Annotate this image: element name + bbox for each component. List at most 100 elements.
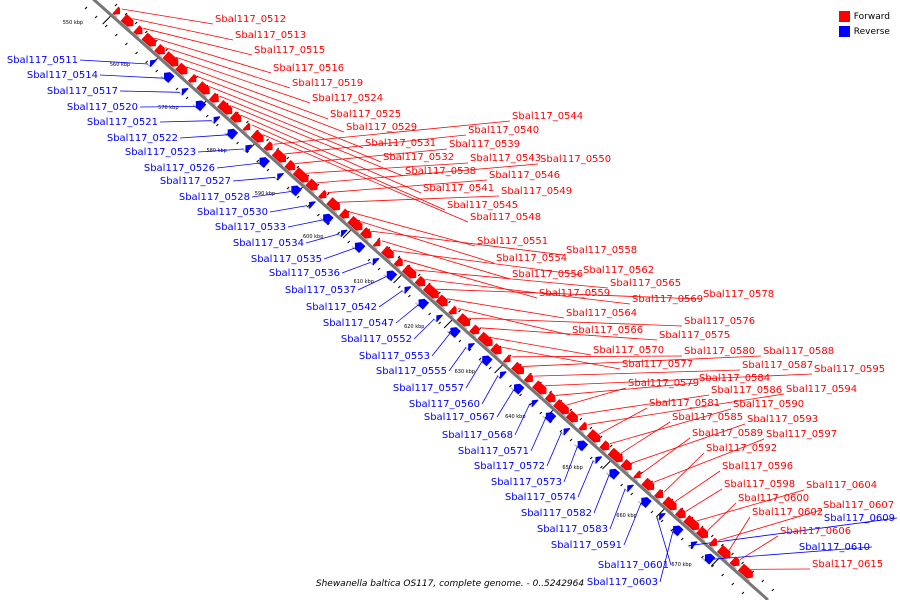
forward-leader — [327, 179, 488, 193]
forward-gene — [578, 421, 587, 434]
scale-tick — [655, 508, 665, 518]
forward-gene-label: Sbal117_0554 — [496, 253, 567, 264]
track-dash — [124, 12, 128, 16]
forward-gene — [468, 324, 480, 338]
forward-gene-label: Sbal117_0615 — [812, 559, 883, 570]
forward-gene — [653, 489, 664, 502]
track-dash — [125, 42, 128, 46]
reverse-gene — [687, 541, 698, 550]
track-dash — [771, 588, 775, 592]
reverse-gene-label: Sbal117_0568 — [442, 430, 513, 441]
forward-leader — [316, 163, 539, 184]
forward-gene — [338, 208, 349, 222]
reverse-gene — [273, 172, 284, 181]
forward-gene-label: Sbal117_0602 — [752, 507, 823, 518]
genome-backbone — [91, 0, 769, 600]
reverse-leader — [378, 290, 403, 308]
forward-leader — [436, 288, 702, 300]
track-dash — [246, 150, 250, 154]
forward-leader — [338, 195, 500, 203]
scale-label: 610 kbp — [354, 279, 374, 285]
forward-gene-label: Sbal117_0564 — [566, 308, 637, 319]
reverse-gene-label: Sbal117_0552 — [341, 334, 412, 345]
forward-leader — [219, 95, 382, 163]
track-dash — [327, 222, 330, 226]
track-dash — [549, 390, 552, 394]
forward-gene-label: Sbal117_0580 — [684, 346, 755, 357]
forward-gene-label: Sbal117_0604 — [806, 480, 877, 491]
forward-gene-label: Sbal117_0589 — [692, 428, 763, 439]
track-dash — [519, 393, 522, 397]
track-dash — [721, 543, 724, 547]
reverse-leader — [79, 59, 148, 65]
forward-gene — [737, 563, 753, 582]
forward-leader — [718, 509, 822, 541]
forward-gene-label: Sbal117_0549 — [501, 186, 572, 197]
forward-gene-label: Sbal117_0516 — [273, 63, 344, 74]
forward-leader — [425, 279, 631, 305]
forward-gene-label: Sbal117_0584 — [699, 373, 770, 384]
reverse-gene-label: Sbal117_0583 — [537, 524, 608, 535]
scale-label: 570 kbp — [158, 105, 178, 111]
forward-leader — [523, 355, 762, 367]
track-dash — [94, 15, 98, 19]
track-dash — [599, 435, 603, 439]
legend-reverse: Reverse — [838, 24, 890, 39]
forward-leader — [577, 394, 710, 416]
track-dash — [488, 366, 492, 370]
forward-leader — [631, 423, 746, 464]
forward-gene — [565, 410, 578, 426]
forward-gene-label: Sbal117_0566 — [572, 325, 643, 336]
track-dash — [317, 213, 320, 217]
reverse-gene-label: Sbal117_0517 — [47, 86, 118, 97]
track-dash — [84, 6, 88, 10]
track-dash — [306, 204, 310, 208]
forward-gene-label: Sbal117_0541 — [423, 183, 494, 194]
track-dash — [155, 69, 159, 73]
reverse-gene-label: Sbal117_0522 — [107, 133, 178, 144]
forward-gene-label: Sbal117_0529 — [346, 122, 417, 133]
forward-gene-label: Sbal117_0524 — [312, 93, 383, 104]
reverse-gene-label: Sbal117_0609 — [824, 513, 895, 524]
track-dash — [478, 327, 482, 331]
forward-leader — [381, 240, 511, 280]
track-dash — [620, 483, 623, 487]
forward-leader — [588, 393, 785, 425]
track-dash — [660, 519, 664, 523]
scale-label: 650 kbp — [562, 465, 582, 471]
forward-gene-label: Sbal117_0595 — [814, 364, 885, 375]
reverse-gene — [669, 525, 684, 537]
forward-gene-label: Sbal117_0531 — [365, 138, 436, 149]
reverse-gene-label: Sbal117_0528 — [179, 192, 250, 203]
forward-leader — [143, 27, 253, 56]
forward-leader — [468, 317, 683, 327]
reverse-leader — [481, 375, 499, 405]
reverse-gene-label: Sbal117_0521 — [87, 117, 158, 128]
reverse-gene-label: Sbal117_0526 — [144, 163, 215, 174]
legend: Forward Reverse — [838, 9, 890, 39]
forward-leader — [371, 230, 565, 256]
forward-leader — [262, 134, 469, 223]
reverse-leader — [357, 276, 387, 291]
scale-label: 670 kbp — [671, 562, 691, 568]
forward-gene-label: Sbal117_0594 — [786, 384, 857, 395]
forward-gene — [477, 331, 493, 350]
forward-gene — [544, 391, 556, 406]
track-dash — [569, 408, 573, 412]
track-dash — [680, 537, 684, 541]
reverse-gene-label: Sbal117_0557 — [393, 383, 464, 394]
forward-gene-label: Sbal117_0525 — [330, 109, 401, 120]
track-dash — [579, 417, 583, 421]
forward-gene — [242, 122, 251, 134]
track-dash — [286, 156, 290, 160]
forward-leader — [284, 134, 467, 155]
reverse-gene-label: Sbal117_0560 — [409, 399, 480, 410]
forward-gene-label: Sbal117_0606 — [780, 526, 851, 537]
reverse-gene — [305, 201, 316, 210]
track-dash — [670, 528, 674, 532]
forward-leader — [154, 37, 272, 74]
reverse-gene-label: Sbal117_0535 — [251, 254, 322, 265]
legend-forward: Forward — [838, 9, 890, 24]
reverse-gene — [178, 87, 189, 96]
forward-gene-label: Sbal117_0519 — [292, 78, 363, 89]
